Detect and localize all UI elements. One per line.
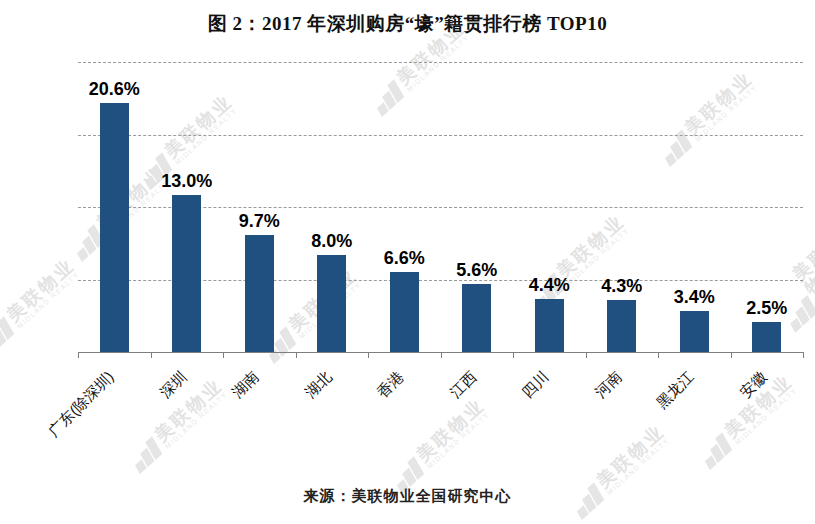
- bar: [317, 255, 346, 352]
- figure-canvas: 美联物业MIDLAND REALTY美联物业MIDLAND REALTY美联物业…: [0, 0, 815, 524]
- bar-value-label: 8.0%: [290, 232, 374, 250]
- x-axis-label: 湖南: [229, 368, 263, 402]
- chart-title: 图 2：2017 年深圳购房“壕”籍贯排行榜 TOP10: [0, 11, 815, 37]
- axis-tick: [658, 352, 659, 358]
- bar: [752, 322, 781, 352]
- axis-tick: [368, 352, 369, 358]
- midland-logo-icon: [127, 438, 165, 475]
- bar: [535, 299, 564, 352]
- watermark: 美联物业MIDLAND REALTY: [387, 395, 494, 495]
- bar-value-label: 9.7%: [217, 212, 301, 230]
- bar-value-label: 6.6%: [362, 249, 446, 267]
- x-axis-label: 安徽: [736, 368, 770, 402]
- axis-tick: [586, 352, 587, 358]
- axis-tick: [441, 352, 442, 358]
- axis-tick: [223, 352, 224, 358]
- watermark: 美联物业MIDLAND REALTY: [0, 255, 83, 355]
- bar: [680, 311, 709, 352]
- bar: [245, 235, 274, 352]
- bar-value-label: 4.4%: [507, 276, 591, 294]
- midland-logo-icon: [697, 434, 735, 471]
- midland-logo-icon: [0, 318, 17, 355]
- bar-value-label: 5.6%: [435, 261, 519, 279]
- axis-tick: [803, 352, 804, 358]
- x-axis-label: 广东(除深圳): [45, 368, 118, 441]
- x-axis-label: 四川: [519, 368, 553, 402]
- bar-value-label: 4.3%: [580, 277, 664, 295]
- watermark-subtext: MIDLAND REALTY: [426, 409, 494, 471]
- x-axis-label: 江西: [446, 368, 480, 402]
- source-note: 来源：美联物业全国研究中心: [0, 487, 815, 506]
- watermark-text: 美联物业: [593, 421, 667, 491]
- x-axis-label: 黑龙江: [653, 368, 698, 413]
- x-axis-label: 湖北: [301, 368, 335, 402]
- watermark-text: 美联物业: [413, 395, 487, 465]
- bar: [172, 195, 201, 352]
- axis-tick: [296, 352, 297, 358]
- bar: [390, 272, 419, 352]
- axis-tick: [731, 352, 732, 358]
- axis-tick: [151, 352, 152, 358]
- watermark-text: 美联物业: [3, 255, 77, 325]
- bar-value-label: 20.6%: [72, 80, 156, 98]
- bar: [100, 103, 129, 352]
- gridline: [78, 62, 803, 63]
- gridline: [78, 135, 803, 136]
- watermark-subtext: MIDLAND REALTY: [164, 389, 232, 451]
- bar: [462, 284, 491, 352]
- bar-value-label: 3.4%: [652, 288, 736, 306]
- axis-tick: [78, 352, 79, 358]
- x-axis-label: 河南: [591, 368, 625, 402]
- bar-value-label: 13.0%: [145, 172, 229, 190]
- plot-area: 20.6%广东(除深圳)13.0%深圳9.7%湖南8.0%湖北6.6%香港5.6…: [78, 50, 803, 352]
- bar-value-label: 2.5%: [725, 299, 809, 317]
- axis-tick: [513, 352, 514, 358]
- bar: [607, 300, 636, 352]
- watermark-subtext: MIDLAND REALTY: [16, 269, 84, 331]
- x-axis-label: 香港: [374, 368, 408, 402]
- x-axis-label: 深圳: [156, 368, 190, 402]
